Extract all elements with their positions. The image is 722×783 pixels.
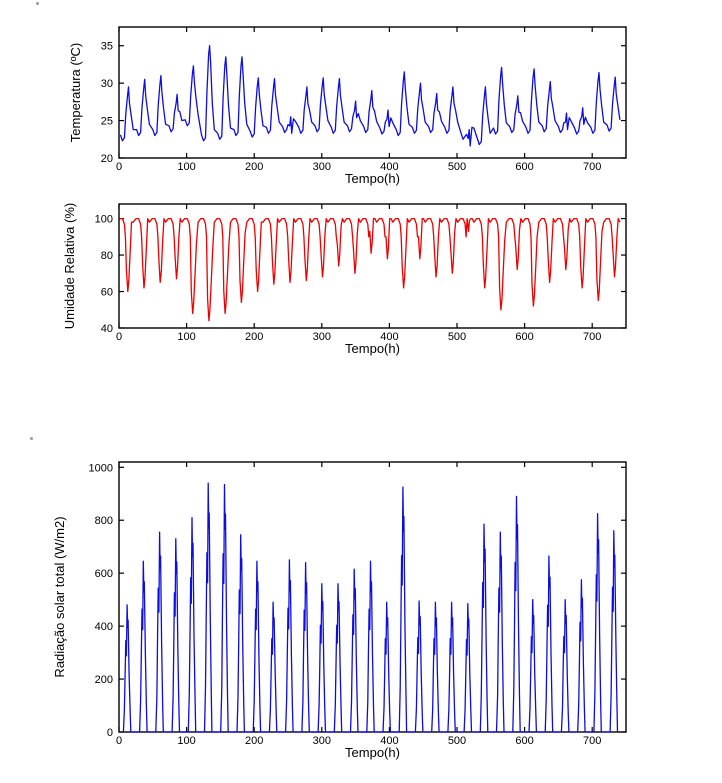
y-tick-label: 30 bbox=[101, 78, 113, 90]
x-tick-label: 200 bbox=[245, 735, 263, 747]
x-tick-label: 300 bbox=[313, 735, 331, 747]
y-axis-label: Umidade Relativa (%) bbox=[62, 203, 77, 329]
radiation-chart: 0 100 200 300 400 500 600 700 0 200 400 600 800 1000 T… bbox=[52, 461, 627, 760]
x-tick-label: 600 bbox=[515, 161, 533, 173]
x-tick-label: 500 bbox=[448, 331, 466, 343]
artifact-dot bbox=[36, 2, 39, 5]
y-tick-label: 35 bbox=[101, 41, 113, 53]
x-tick-label: 600 bbox=[515, 735, 533, 747]
y-tick-label: 200 bbox=[95, 674, 113, 686]
temperature-axes-box bbox=[118, 26, 627, 159]
x-tick-label: 500 bbox=[448, 161, 466, 173]
y-tick-label: 40 bbox=[101, 323, 113, 335]
x-tick-label: 100 bbox=[177, 735, 195, 747]
x-tick-label: 400 bbox=[380, 735, 398, 747]
x-tick-label: 700 bbox=[583, 161, 601, 173]
x-tick-label: 0 bbox=[116, 735, 122, 747]
artifact-dot bbox=[30, 437, 33, 440]
radiation-series-line bbox=[122, 482, 619, 733]
x-axis-label: Tempo(h) bbox=[345, 171, 400, 186]
y-axis-label: Radiação solar total (W/m2) bbox=[52, 516, 67, 677]
x-tick-label: 0 bbox=[116, 331, 122, 343]
x-tick-label: 300 bbox=[313, 161, 331, 173]
y-tick-label: 20 bbox=[101, 153, 113, 165]
y-tick-label: 800 bbox=[95, 515, 113, 527]
x-tick-label: 0 bbox=[116, 161, 122, 173]
temperature-chart: 0 100 200 300 400 500 600 700 20 25 30 35 Tempo(h) Te… bbox=[68, 26, 627, 186]
x-tick-label: 200 bbox=[245, 331, 263, 343]
y-axis-label: Temperatura (ºC) bbox=[68, 43, 83, 142]
x-tick-label: 500 bbox=[448, 735, 466, 747]
humidity-series-line bbox=[119, 217, 621, 322]
y-tick-label: 60 bbox=[101, 287, 113, 299]
x-tick-label: 700 bbox=[583, 735, 601, 747]
x-tick-label: 100 bbox=[177, 331, 195, 343]
x-tick-label: 600 bbox=[515, 331, 533, 343]
y-tick-label: 80 bbox=[101, 250, 113, 262]
x-axis-label: Tempo(h) bbox=[345, 745, 400, 760]
y-tick-label: 0 bbox=[107, 727, 113, 739]
x-tick-label: 100 bbox=[177, 161, 195, 173]
x-tick-label: 200 bbox=[245, 161, 263, 173]
y-tick-label: 1000 bbox=[89, 462, 113, 474]
humidity-axes-box bbox=[118, 203, 627, 329]
x-axis-label: Tempo(h) bbox=[345, 341, 400, 356]
x-tick-label: 300 bbox=[313, 331, 331, 343]
radiation-axes-box bbox=[118, 461, 627, 733]
humidity-chart: 0 100 200 300 400 500 600 700 40 60 80 100 Tempo(h) U… bbox=[62, 203, 627, 356]
x-tick-label: 400 bbox=[380, 331, 398, 343]
y-tick-label: 600 bbox=[95, 568, 113, 580]
y-tick-label: 400 bbox=[95, 621, 113, 633]
y-tick-label: 25 bbox=[101, 116, 113, 128]
y-tick-label: 100 bbox=[95, 214, 113, 226]
x-tick-label: 400 bbox=[380, 161, 398, 173]
x-tick-label: 700 bbox=[583, 331, 601, 343]
temperature-series-line bbox=[119, 45, 621, 147]
